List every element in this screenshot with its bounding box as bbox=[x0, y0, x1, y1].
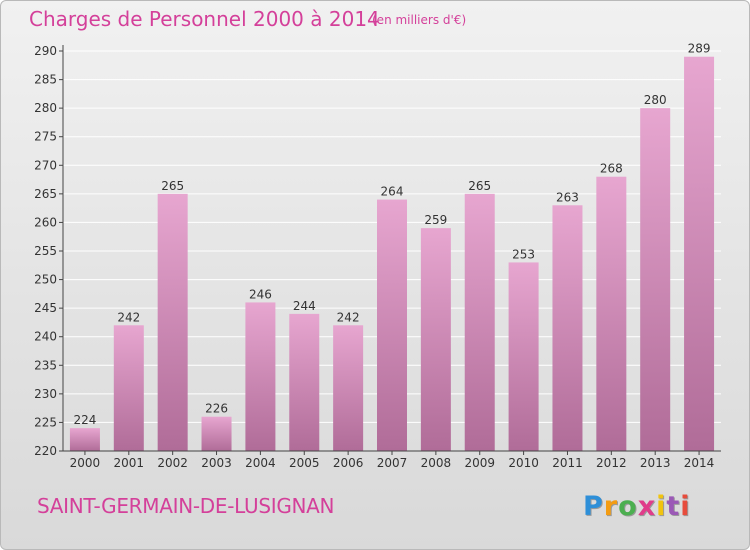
y-tick-label: 220 bbox=[34, 444, 57, 458]
value-label: 280 bbox=[644, 93, 667, 107]
x-tick-label: 2008 bbox=[421, 456, 452, 470]
logo-letter: r bbox=[603, 491, 619, 522]
x-tick-label: 2001 bbox=[114, 456, 145, 470]
bar-2001 bbox=[113, 325, 144, 451]
y-tick-label: 270 bbox=[34, 158, 57, 172]
value-label: 264 bbox=[381, 185, 404, 199]
axes bbox=[59, 45, 721, 455]
bar-2004 bbox=[245, 302, 276, 451]
value-label: 242 bbox=[117, 310, 140, 324]
y-tick-label: 260 bbox=[34, 215, 57, 229]
bar-2000 bbox=[69, 428, 100, 451]
value-label: 265 bbox=[161, 179, 184, 193]
x-tick-label: 2000 bbox=[70, 456, 101, 470]
y-tick-label: 280 bbox=[34, 101, 57, 115]
bar-2005 bbox=[289, 313, 320, 451]
x-tick-label: 2002 bbox=[157, 456, 188, 470]
logo-letter: P bbox=[583, 491, 604, 522]
bar-2013 bbox=[640, 108, 671, 452]
bar-2014 bbox=[684, 56, 715, 451]
x-tick-label: 2011 bbox=[552, 456, 583, 470]
value-label: 246 bbox=[249, 287, 272, 301]
x-tick-label: 2009 bbox=[464, 456, 495, 470]
y-tick-label: 230 bbox=[34, 387, 57, 401]
y-tick-label: 245 bbox=[34, 301, 57, 315]
y-tick-label: 250 bbox=[34, 273, 57, 287]
logo-letter: o bbox=[618, 491, 638, 522]
commune-name: SAINT-GERMAIN-DE-LUSIGNAN bbox=[37, 494, 335, 518]
value-label: 226 bbox=[205, 402, 228, 416]
value-label: 263 bbox=[556, 190, 579, 204]
value-label: 289 bbox=[688, 42, 711, 56]
y-tick-label: 285 bbox=[34, 73, 57, 87]
bar-2010 bbox=[508, 262, 539, 451]
x-tick-label: 2014 bbox=[684, 456, 715, 470]
proxiti-logo: Proxiti bbox=[583, 491, 691, 522]
x-tick-label: 2005 bbox=[289, 456, 320, 470]
bar-2012 bbox=[596, 176, 627, 451]
x-tick-label: 2010 bbox=[508, 456, 539, 470]
y-tick-label: 265 bbox=[34, 187, 57, 201]
bar-2007 bbox=[377, 199, 407, 451]
bar-2008 bbox=[420, 228, 451, 451]
y-tick-label: 235 bbox=[34, 358, 57, 372]
bar-2009 bbox=[464, 193, 495, 451]
y-tick-label: 290 bbox=[34, 44, 57, 58]
x-tick-label: 2013 bbox=[640, 456, 671, 470]
logo-letter: i bbox=[680, 491, 691, 522]
chart-title: Charges de Personnel 2000 à 2014 bbox=[29, 7, 380, 31]
x-tick-label: 2003 bbox=[201, 456, 232, 470]
logo-letter: i bbox=[656, 491, 667, 522]
x-tick-label: 2007 bbox=[377, 456, 408, 470]
bar-2011 bbox=[552, 205, 583, 451]
value-label: 265 bbox=[468, 179, 491, 193]
logo-letter: t bbox=[666, 491, 681, 522]
x-tick-label: 2012 bbox=[596, 456, 627, 470]
value-label: 259 bbox=[424, 213, 447, 227]
y-tick-label: 225 bbox=[34, 415, 57, 429]
x-tick-label: 2004 bbox=[245, 456, 276, 470]
y-tick-label: 255 bbox=[34, 244, 57, 258]
chart-subtitle: (en milliers d'€) bbox=[372, 13, 467, 27]
value-label: 244 bbox=[293, 299, 316, 313]
labels: 220 225 230 235 240 245 250 255 260 265 270 275 280 2… bbox=[34, 42, 714, 470]
value-label: 253 bbox=[512, 247, 535, 261]
bar-2006 bbox=[333, 325, 364, 451]
y-tick-label: 275 bbox=[34, 130, 57, 144]
bar-2002 bbox=[157, 193, 188, 451]
bars bbox=[69, 56, 715, 452]
value-label: 268 bbox=[600, 162, 623, 176]
bar-2003 bbox=[201, 416, 232, 451]
y-tick-label: 240 bbox=[34, 330, 57, 344]
x-tick-label: 2006 bbox=[333, 456, 364, 470]
logo-letter: x bbox=[637, 491, 657, 522]
value-label: 224 bbox=[73, 413, 96, 427]
value-label: 242 bbox=[337, 310, 360, 324]
